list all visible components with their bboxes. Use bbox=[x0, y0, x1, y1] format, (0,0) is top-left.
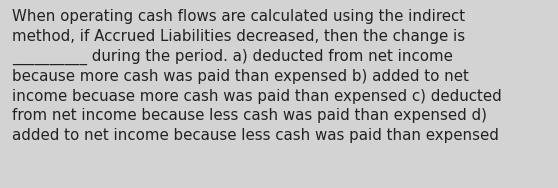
Text: When operating cash flows are calculated using the indirect
method, if Accrued L: When operating cash flows are calculated… bbox=[12, 9, 502, 143]
